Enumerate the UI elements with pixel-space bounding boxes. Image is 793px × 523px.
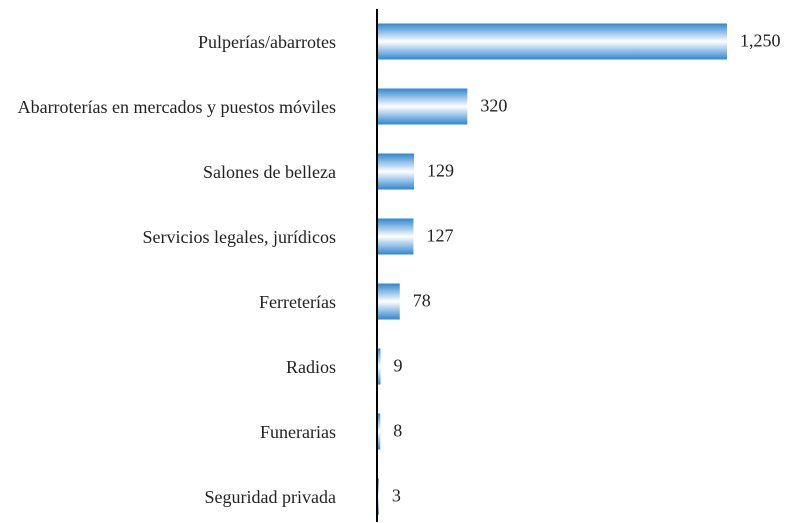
bar — [378, 153, 415, 190]
value-label: 1,250 — [740, 31, 781, 51]
value-label: 8 — [393, 421, 402, 441]
value-label: 127 — [426, 226, 453, 246]
value-label: 320 — [480, 96, 507, 116]
bar — [378, 88, 468, 125]
bar — [378, 283, 400, 320]
bar — [378, 23, 727, 60]
value-label: 78 — [413, 291, 431, 311]
category-label: Radios — [285, 356, 336, 377]
category-label: Salones de belleza — [203, 161, 336, 182]
category-label: Funerarias — [260, 421, 336, 442]
category-label: Ferreterías — [259, 291, 336, 312]
category-label: Seguridad privada — [204, 486, 336, 507]
category-label: Servicios legales, jurídicos — [142, 226, 336, 247]
bar — [378, 348, 381, 385]
category-label: Pulperías/abarrotes — [198, 31, 336, 52]
category-label: Abarroterías en mercados y puestos móvil… — [17, 96, 336, 117]
value-label: 129 — [427, 161, 454, 181]
bar — [378, 478, 379, 515]
value-label: 3 — [392, 486, 401, 506]
value-label: 9 — [394, 356, 403, 376]
bar — [378, 413, 381, 450]
bar — [378, 218, 414, 255]
